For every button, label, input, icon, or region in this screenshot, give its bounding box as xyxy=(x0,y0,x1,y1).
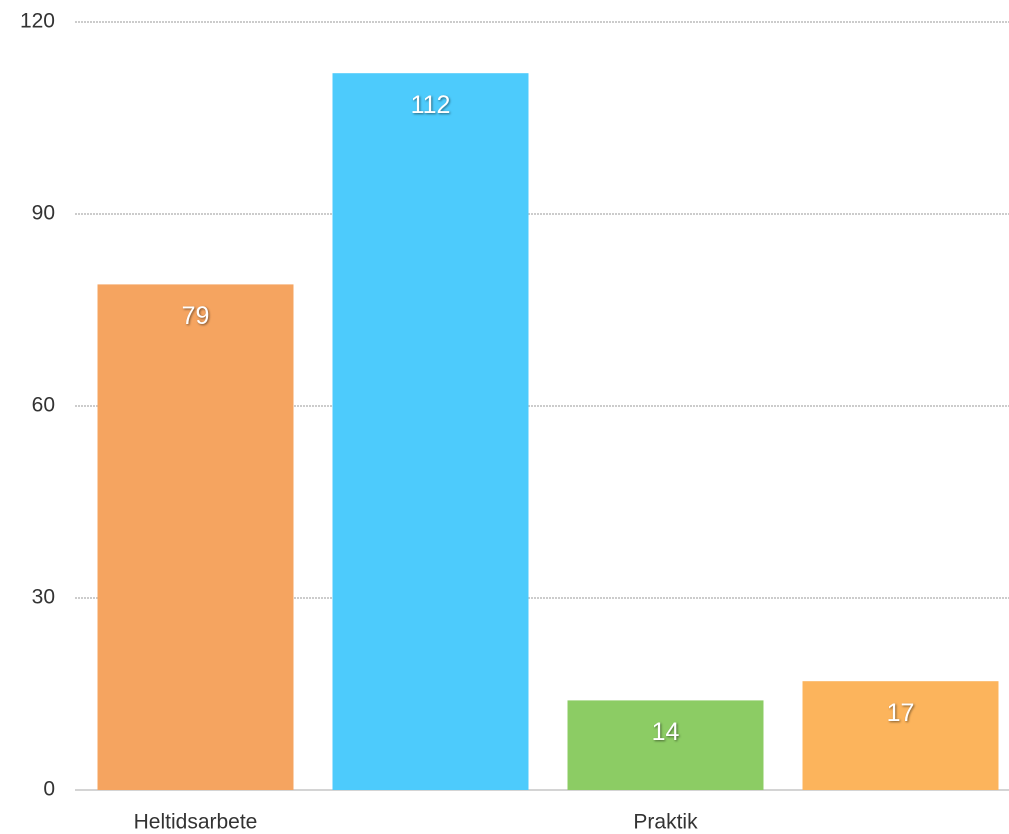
y-tick-label: 120 xyxy=(20,10,55,33)
y-tick-label: 90 xyxy=(32,202,55,225)
y-tick-label: 60 xyxy=(32,394,55,417)
y-tick-label: 30 xyxy=(32,586,55,609)
bar xyxy=(567,700,764,790)
value-label: 17 xyxy=(887,699,915,727)
x-tick-label: Heltidsarbete xyxy=(134,811,258,834)
x-tick-label: Praktik xyxy=(633,811,698,834)
value-label: 79 xyxy=(182,302,210,330)
value-label: 14 xyxy=(652,718,680,746)
y-tick-label: 0 xyxy=(43,778,55,801)
value-label: 112 xyxy=(411,91,451,119)
bar xyxy=(332,73,529,790)
bar xyxy=(802,681,999,790)
bar xyxy=(97,284,294,790)
